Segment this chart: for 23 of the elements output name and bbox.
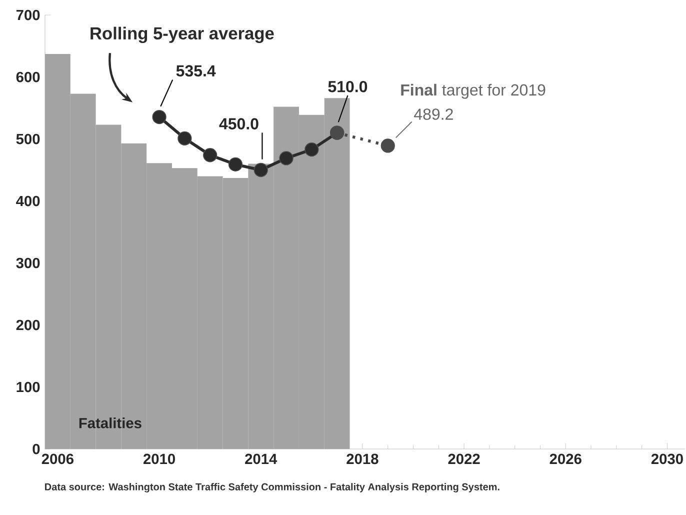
y-tick-label: 600 (16, 72, 40, 82)
y-tick-label: 700 (16, 10, 40, 20)
y-tick-label: 200 (16, 320, 40, 330)
text: Rolling 5-year average (90, 26, 274, 44)
x-tick-label: 2010 (143, 454, 175, 464)
x-tick-label: 2018 (346, 454, 378, 464)
data-label: 510.0 (328, 80, 368, 92)
y-tick-label: 400 (16, 196, 40, 206)
data-label: 450.0 (219, 118, 258, 130)
annotation: Final target for 2019 (401, 84, 546, 99)
x-tick-label: 2006 (42, 454, 74, 464)
data-label: 535.4 (176, 65, 216, 77)
x-tick-label: 2030 (651, 454, 683, 464)
source-note: Data source: Washington State Traffic Safety Commission - Fatality Analysis Reporting System. (45, 483, 500, 492)
x-tick-label: 2014 (245, 454, 278, 464)
y-tick-label: 500 (16, 134, 40, 144)
y-tick-label: 0 (32, 444, 40, 454)
y-tick-label: 100 (16, 382, 40, 392)
series-label: Fatalities (79, 418, 142, 428)
x-tick-label: 2022 (448, 454, 480, 464)
data-label: 489.2 (414, 108, 453, 120)
x-tick-label: 2026 (550, 454, 582, 464)
y-tick-label: 300 (16, 258, 40, 268)
